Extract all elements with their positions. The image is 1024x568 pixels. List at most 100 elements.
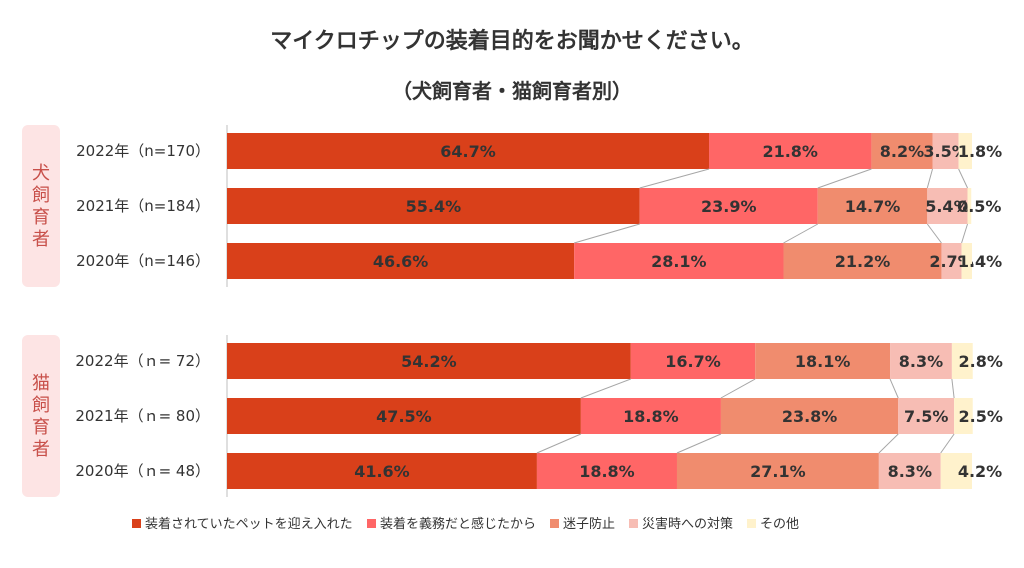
bar-segment (227, 453, 537, 489)
bar-segment (961, 243, 972, 279)
legend-entry: 災害時への対策 (642, 516, 733, 532)
connector-line (720, 378, 756, 399)
data-label: 3.5% (923, 142, 967, 161)
group-label-box (22, 125, 60, 287)
connector-lines (536, 168, 969, 454)
data-label: 64.7% (440, 142, 496, 161)
bar-segment (967, 188, 972, 224)
data-label: 4.2% (958, 462, 1002, 481)
connector-line (926, 223, 942, 244)
chart-subtitle: （犬飼育者・猫飼育者別） (392, 79, 632, 103)
legend-entry: 迷子防止 (563, 516, 615, 532)
connector-line (676, 433, 722, 454)
bar-segment (227, 133, 710, 169)
legend-entry: 装着を義務だと感じたから (380, 516, 536, 532)
bar-segment (958, 133, 972, 169)
bar-segment (227, 343, 631, 379)
row-label: 2022年（n=170） (76, 142, 210, 160)
bar-segment (580, 398, 721, 434)
connector-line (940, 433, 955, 454)
bar-segment (536, 453, 677, 489)
connector-line (574, 223, 640, 244)
data-label: 8.3% (888, 462, 932, 481)
connector-line (536, 433, 582, 454)
data-label: 46.6% (373, 252, 429, 271)
data-label: 8.2% (880, 142, 924, 161)
bar-segment (878, 453, 941, 489)
data-label: 41.6% (354, 462, 410, 481)
connector-line (639, 168, 710, 189)
chart-title: マイクロチップの装着目的をお聞かせください。 (270, 28, 754, 54)
legend-swatch (550, 519, 559, 528)
connector-line (961, 223, 969, 244)
data-label: 8.3% (899, 352, 943, 371)
data-label: 18.1% (795, 352, 851, 371)
legend-entry: 装着されていたペットを迎え入れた (145, 516, 353, 532)
row-label: 2021年（n=184） (76, 197, 210, 215)
data-label: 23.9% (701, 197, 757, 216)
legend-swatch (629, 519, 638, 528)
group-label: 猫飼育者 (32, 373, 50, 460)
legend-entry: その他 (760, 517, 799, 532)
bar-segment (676, 453, 879, 489)
row-label: 2021年（ｎ= 80） (75, 407, 210, 425)
group-label-box (22, 335, 60, 497)
legend-swatch (367, 519, 376, 528)
data-label: 16.7% (665, 352, 721, 371)
legend: 装着されていたペットを迎え入れた 装着を義務だと感じたから 迷子防止 災害時への対策 そ… (132, 516, 799, 532)
data-label: 5.4% (925, 197, 969, 216)
connector-line (951, 378, 955, 399)
legend-swatch (747, 519, 756, 528)
bar-segment (709, 133, 872, 169)
bar-segment (927, 188, 968, 224)
group-label: 犬飼育者 (32, 163, 50, 250)
data-label: 47.5% (376, 407, 432, 426)
connector-line (580, 378, 631, 399)
data-label: 14.7% (845, 197, 901, 216)
connector-line (878, 433, 899, 454)
bar-segment (941, 243, 962, 279)
bar-segment (227, 188, 640, 224)
bar-segment (574, 243, 784, 279)
data-label: 21.8% (762, 142, 818, 161)
bar-segment (720, 398, 899, 434)
bar-segment (639, 188, 818, 224)
data-label: 0.5% (957, 197, 1001, 216)
data-label: 23.8% (782, 407, 838, 426)
data-label: 2.5% (959, 407, 1003, 426)
data-label: 21.2% (835, 252, 891, 271)
data-label: 28.1% (651, 252, 707, 271)
connector-line (817, 168, 872, 189)
bar-segment (227, 243, 575, 279)
connector-line (783, 223, 819, 244)
connector-line (958, 168, 968, 189)
bar-segment (954, 398, 973, 434)
row-label: 2020年（n=146） (76, 252, 210, 270)
bar-segment (871, 133, 933, 169)
data-label: 18.8% (579, 462, 635, 481)
data-label: 1.4% (958, 252, 1002, 271)
bar-segment (898, 398, 955, 434)
bar-segment (783, 243, 942, 279)
connector-line (889, 378, 899, 399)
data-label: 27.1% (750, 462, 806, 481)
data-label: 2.8% (959, 352, 1003, 371)
row-label: 2020年（ｎ= 48） (75, 462, 210, 480)
data-label: 7.5% (904, 407, 948, 426)
bar-rows: 2022年（n=170） 64.7% 21.8% 8.2% 3.5%1.8% 2021年（… (75, 125, 1003, 497)
bar-segment (890, 343, 952, 379)
data-label: 54.2% (401, 352, 457, 371)
legend-swatch (132, 519, 141, 528)
bar-segment (755, 343, 891, 379)
bar-segment (932, 133, 959, 169)
data-label: 1.8% (958, 142, 1002, 161)
bar-segment (227, 398, 581, 434)
data-label: 55.4% (406, 197, 462, 216)
bar-segment (951, 343, 973, 379)
bar-segment (940, 453, 972, 489)
row-label: 2022年（ｎ= 72） (75, 352, 210, 370)
connector-line (926, 168, 933, 189)
data-label: 18.8% (623, 407, 679, 426)
